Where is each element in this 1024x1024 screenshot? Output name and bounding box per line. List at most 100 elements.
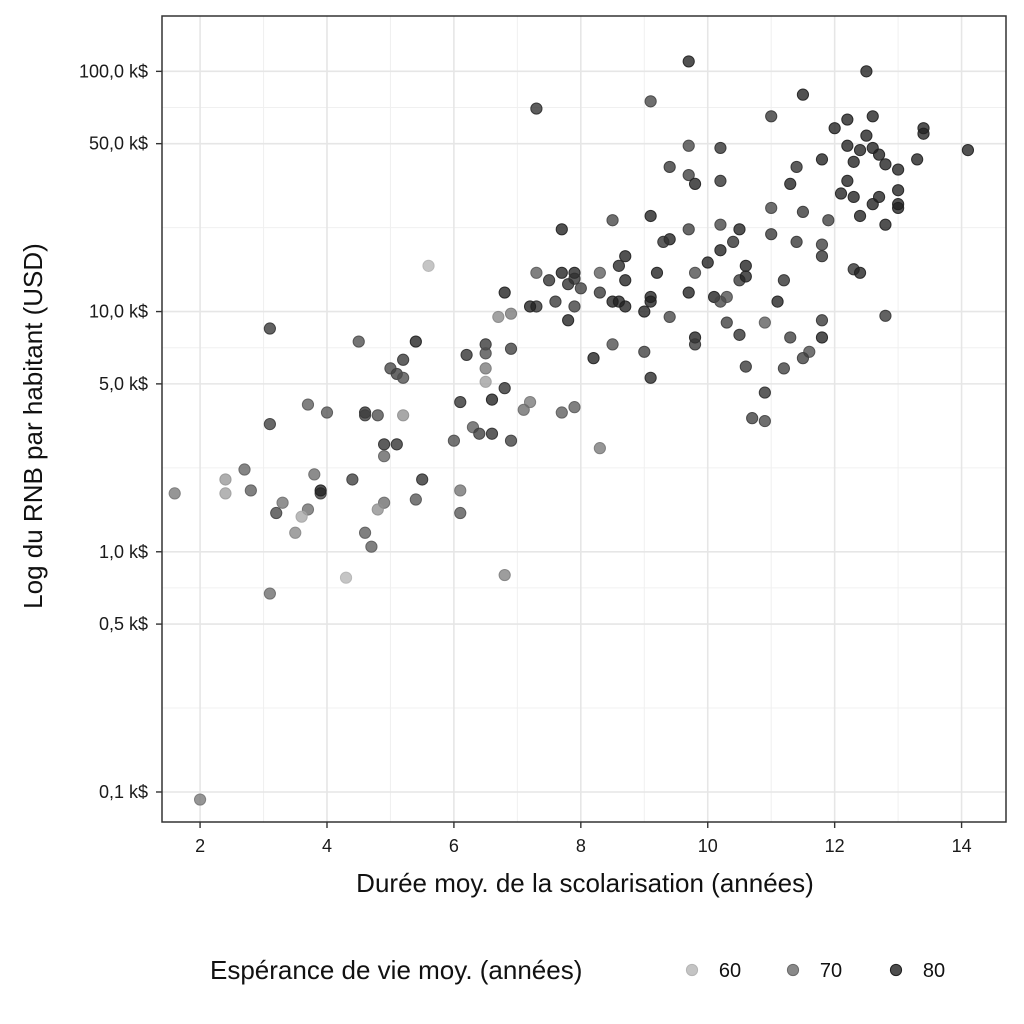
- axes: 2 4 6 8 10 12 14 0,1 k$ 0,5 k$ 1,0 k$ 5,0 k$ 10,0 k…: [79, 61, 972, 856]
- data-point: [892, 184, 905, 197]
- data-point: [504, 434, 518, 447]
- data-point: [644, 95, 657, 108]
- data-point: [397, 409, 410, 422]
- x-tick-label: 6: [449, 836, 459, 856]
- y-tick-label: 10,0 k$: [89, 302, 148, 322]
- data-point: [682, 286, 695, 299]
- data-point: [587, 352, 600, 365]
- data-point: [872, 148, 886, 161]
- data-point: [784, 331, 797, 344]
- data-point: [796, 352, 810, 365]
- data-point: [606, 214, 619, 227]
- legend-key-80: [889, 963, 903, 977]
- y-tick-label: 0,1 k$: [99, 782, 148, 802]
- data-point: [346, 473, 359, 486]
- data-point: [530, 102, 543, 115]
- data-point: [485, 393, 499, 406]
- data-point: [638, 345, 651, 358]
- data-point: [244, 484, 257, 497]
- data-point: [422, 259, 435, 272]
- data-point: [574, 282, 587, 295]
- x-tick-label: 10: [698, 836, 718, 856]
- data-point: [644, 371, 657, 384]
- data-point: [790, 160, 803, 174]
- data-point: [644, 290, 657, 304]
- data-point: [688, 177, 702, 191]
- data-point: [688, 266, 702, 279]
- data-point: [409, 493, 422, 506]
- data-point: [746, 412, 759, 425]
- data-point: [365, 540, 378, 553]
- data-point: [301, 398, 315, 411]
- legend-label-70: 70: [820, 960, 842, 982]
- data-point: [758, 316, 771, 329]
- x-axis-title: Durée moy. de la scolarisation (années): [356, 868, 814, 898]
- data-point: [276, 496, 289, 509]
- data-point: [504, 307, 518, 320]
- data-point: [828, 122, 841, 135]
- data-point: [714, 244, 727, 257]
- data-point: [378, 450, 391, 463]
- data-point: [168, 487, 181, 500]
- data-point: [866, 198, 879, 211]
- data-point: [892, 201, 905, 215]
- data-point: [834, 187, 848, 200]
- data-point: [866, 110, 879, 123]
- data-point: [765, 228, 778, 241]
- data-point: [911, 153, 924, 166]
- data-point: [542, 274, 556, 287]
- data-point: [892, 163, 905, 176]
- data-point: [720, 316, 733, 329]
- data-point: [295, 510, 308, 523]
- data-points: [168, 55, 975, 806]
- data-point: [714, 141, 727, 155]
- legend-key-70: [786, 963, 800, 977]
- data-point: [727, 235, 740, 248]
- legend-label-80: 80: [923, 960, 945, 982]
- data-point: [517, 403, 530, 416]
- x-tick-label: 14: [952, 836, 972, 856]
- data-point: [688, 338, 702, 351]
- data-point: [682, 168, 695, 182]
- data-point: [961, 144, 975, 157]
- data-point: [663, 160, 676, 174]
- data-point: [371, 409, 384, 422]
- y-tick-label: 5,0 k$: [99, 374, 148, 394]
- data-point: [289, 526, 302, 539]
- data-point: [790, 235, 803, 248]
- data-point: [815, 331, 829, 344]
- data-point: [765, 201, 778, 215]
- legend-label-60: 60: [719, 960, 741, 982]
- data-point: [879, 309, 892, 322]
- data-point: [193, 793, 207, 806]
- data-point: [479, 375, 492, 388]
- plot-panel-border: [161, 15, 1007, 823]
- data-point: [841, 174, 854, 187]
- data-point: [492, 310, 505, 324]
- data-point: [485, 427, 499, 440]
- data-point: [739, 360, 752, 373]
- data-point: [447, 434, 461, 447]
- data-point: [682, 139, 695, 152]
- data-point: [270, 506, 283, 520]
- data-point: [219, 487, 232, 500]
- data-point: [498, 286, 511, 299]
- data-point: [733, 223, 746, 236]
- data-point: [853, 209, 867, 223]
- data-point: [498, 382, 511, 395]
- data-point: [555, 223, 568, 236]
- data-point: [238, 463, 251, 476]
- data-point: [619, 300, 632, 313]
- data-point: [796, 88, 810, 101]
- data-point: [682, 223, 695, 236]
- data-point: [796, 205, 810, 218]
- data-point: [390, 438, 403, 451]
- data-point: [771, 295, 784, 308]
- data-point: [555, 406, 568, 419]
- data-point: [822, 214, 835, 227]
- data-point: [860, 129, 873, 142]
- data-point: [682, 55, 695, 68]
- data-point: [777, 274, 790, 287]
- data-point: [606, 338, 619, 351]
